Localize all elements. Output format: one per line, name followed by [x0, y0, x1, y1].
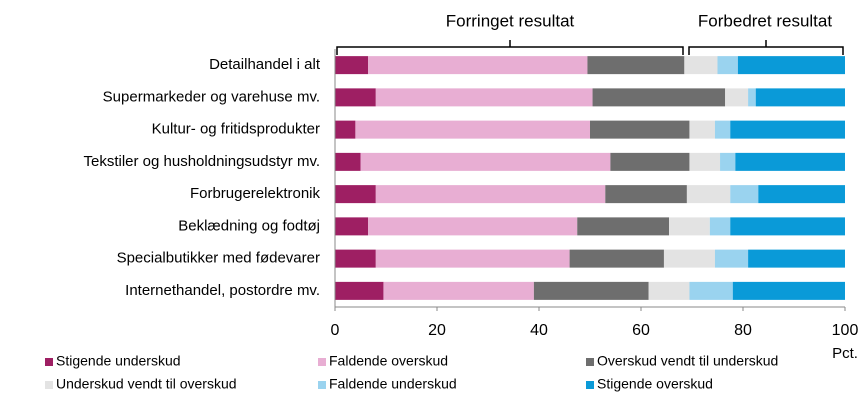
- bar-segment: [375, 249, 570, 268]
- legend-label: Overskud vendt til underskud: [597, 353, 778, 369]
- bar-segment: [725, 88, 749, 107]
- bar-segment: [730, 120, 845, 139]
- legend-label: Faldende overskud: [329, 353, 448, 369]
- legend-swatch: [318, 381, 326, 389]
- bar-segment: [748, 249, 845, 268]
- legend-swatch: [45, 358, 53, 366]
- bar-segment: [355, 120, 590, 139]
- legend-swatch: [586, 381, 594, 389]
- bar-segment: [360, 152, 611, 171]
- bar-segment: [648, 281, 690, 300]
- bar-segment: [368, 217, 578, 236]
- bar-segment: [730, 217, 845, 236]
- legend-swatch: [586, 358, 594, 366]
- y-tick-label: Forbrugerelektronik: [190, 185, 321, 202]
- x-axis-label: Pct.: [832, 345, 858, 362]
- bar-segment: [335, 88, 376, 107]
- bar-segment: [533, 281, 649, 300]
- y-tick-label: Tekstiler og husholdningsudstyr mv.: [84, 153, 321, 170]
- bar-segment: [758, 185, 845, 204]
- x-tick-label: 100: [832, 322, 859, 339]
- legend-label: Stigende overskud: [597, 376, 713, 392]
- legend-swatch: [45, 381, 53, 389]
- bar-segment: [590, 120, 690, 139]
- bar-segment: [735, 152, 845, 171]
- bar-segment: [335, 185, 376, 204]
- bracket: [688, 40, 844, 55]
- y-tick-label: Supermarkeder og varehuse mv.: [103, 88, 320, 105]
- annotation: Forringet resultat: [446, 11, 575, 30]
- x-tick-label: 20: [428, 322, 446, 339]
- bracket: [336, 40, 684, 55]
- bar-segment: [748, 88, 756, 107]
- bar-segment: [689, 152, 721, 171]
- x-tick-label: 0: [331, 322, 340, 339]
- bar-segment: [686, 185, 731, 204]
- y-tick-label: Specialbutikker med fødevarer: [117, 250, 320, 267]
- bar-segment: [714, 120, 731, 139]
- legend-label: Faldende underskud: [329, 376, 457, 392]
- bar-segment: [335, 152, 361, 171]
- annotation: Forbedret resultat: [698, 11, 832, 30]
- bar-segment: [714, 249, 749, 268]
- bar-segment: [335, 249, 376, 268]
- x-tick-label: 60: [632, 322, 650, 339]
- bar-segment: [587, 56, 685, 75]
- bar-segment: [335, 56, 369, 75]
- bar-segment: [610, 152, 690, 171]
- y-tick-label: Internethandel, postordre mv.: [125, 282, 320, 299]
- bar-segment: [335, 281, 384, 300]
- bar-segment: [605, 185, 687, 204]
- legend-label: Underskud vendt til overskud: [56, 376, 237, 392]
- legend-label: Stigende underskud: [56, 353, 181, 369]
- bar-segment: [368, 56, 588, 75]
- x-tick-label: 40: [530, 322, 548, 339]
- bar-segment: [383, 281, 534, 300]
- bar-segment: [684, 56, 718, 75]
- bar-segment: [375, 88, 593, 107]
- bar-segment: [669, 217, 710, 236]
- bar-segment: [569, 249, 664, 268]
- bar-segment: [709, 217, 731, 236]
- bar-segment: [732, 281, 845, 300]
- legend-swatch: [318, 358, 326, 366]
- y-tick-label: Kultur- og fritidsprodukter: [152, 121, 320, 138]
- bar-segment: [663, 249, 715, 268]
- bar-segment: [730, 185, 759, 204]
- bar-segment: [335, 120, 356, 139]
- bar-segment: [720, 152, 736, 171]
- y-tick-label: Detailhandel i alt: [209, 56, 321, 73]
- x-tick-label: 80: [734, 322, 752, 339]
- bar-segment: [755, 88, 845, 107]
- bar-segment: [335, 217, 369, 236]
- y-tick-label: Beklædning og fodtøj: [178, 217, 320, 234]
- bar-segment: [577, 217, 670, 236]
- bar-segment: [717, 56, 738, 75]
- bar-segment: [689, 281, 733, 300]
- bar-segment: [689, 120, 715, 139]
- bar-segment: [375, 185, 606, 204]
- bar-segment: [737, 56, 845, 75]
- bar-segment: [592, 88, 726, 107]
